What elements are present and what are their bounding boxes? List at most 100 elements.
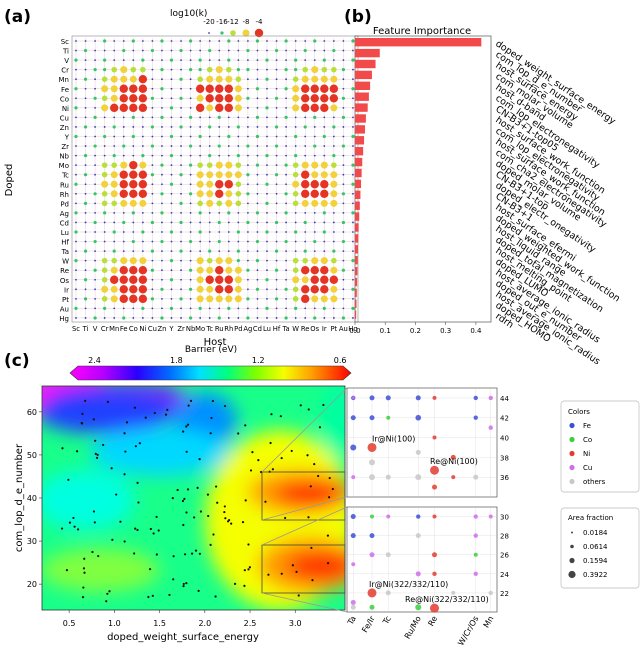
- point: [247, 250, 249, 253]
- point: [352, 297, 354, 300]
- point: [103, 306, 107, 310]
- legend-marker: [569, 450, 575, 457]
- point: [227, 154, 230, 157]
- point: [93, 115, 97, 119]
- point: [266, 240, 268, 243]
- sample-point: [80, 421, 83, 425]
- x-tick-label: Ag: [243, 325, 252, 333]
- point: [246, 68, 250, 72]
- point: [161, 307, 163, 310]
- point: [83, 297, 88, 301]
- legend-marker: [208, 32, 210, 34]
- point: [234, 285, 242, 293]
- point: [341, 115, 345, 119]
- point: [110, 85, 118, 93]
- sample-point: [144, 416, 147, 419]
- point: [292, 276, 300, 284]
- point: [265, 58, 269, 62]
- point: [237, 59, 240, 61]
- point: [103, 231, 106, 233]
- point: [256, 78, 259, 81]
- sample-point: [206, 493, 210, 496]
- point: [292, 85, 300, 93]
- sample-point: [322, 403, 325, 407]
- x-tick-label: Hf: [273, 325, 281, 333]
- point: [311, 199, 319, 207]
- bar: [355, 299, 357, 308]
- point: [246, 173, 250, 177]
- y-tick-label: Ir: [64, 286, 69, 294]
- point: [94, 212, 96, 214]
- y-tick-label: Pd: [60, 200, 69, 208]
- point: [112, 249, 116, 253]
- bar: [355, 266, 358, 276]
- point: [237, 240, 240, 243]
- point: [256, 173, 259, 176]
- point: [189, 115, 193, 119]
- sample-point: [313, 463, 316, 466]
- point: [227, 221, 230, 224]
- point: [275, 307, 278, 310]
- point: [101, 296, 108, 302]
- point: [160, 316, 164, 320]
- sample-point: [110, 467, 113, 470]
- sample-point: [147, 595, 150, 599]
- point: [247, 259, 249, 262]
- point: [330, 266, 338, 274]
- point: [122, 144, 126, 148]
- point: [320, 75, 328, 83]
- point: [294, 134, 298, 139]
- sample-point: [230, 522, 233, 525]
- point: [150, 220, 154, 225]
- legend-marker: [569, 422, 575, 429]
- point: [342, 135, 345, 138]
- point: [111, 162, 117, 168]
- point: [323, 250, 326, 253]
- point: [129, 199, 137, 207]
- point: [247, 240, 249, 243]
- point: [292, 94, 300, 102]
- point: [129, 285, 138, 294]
- zoom-point: [432, 484, 437, 490]
- point: [284, 192, 288, 196]
- point: [311, 171, 319, 179]
- point: [141, 58, 145, 62]
- point: [139, 161, 147, 169]
- sample-point: [157, 529, 160, 532]
- panel-a-points: [74, 39, 355, 320]
- point: [294, 317, 297, 319]
- point: [332, 40, 335, 42]
- sample-point: [185, 450, 188, 453]
- point: [266, 259, 268, 262]
- sample-point: [82, 586, 85, 589]
- legend-title: log10(k): [170, 9, 207, 19]
- zoom-point: [416, 514, 421, 519]
- point: [138, 84, 148, 93]
- point: [341, 268, 345, 272]
- legend-label: -12: [227, 18, 238, 26]
- x-tick-label: Pd: [234, 325, 242, 333]
- x-tick-label: W: [292, 325, 299, 333]
- panel-label-b: (b): [344, 7, 372, 27]
- point: [130, 66, 137, 73]
- legend-label: others: [583, 478, 606, 486]
- point: [122, 316, 126, 320]
- point: [103, 49, 106, 52]
- point: [84, 231, 87, 233]
- panel-label-c: (c): [4, 351, 30, 371]
- point: [341, 316, 345, 320]
- sample-point: [123, 473, 126, 476]
- point: [352, 126, 354, 128]
- point: [94, 106, 96, 109]
- bar: [355, 157, 363, 167]
- point: [218, 250, 221, 253]
- point: [313, 135, 316, 138]
- point: [301, 161, 309, 169]
- point: [180, 164, 182, 167]
- sample-point: [318, 426, 322, 429]
- point: [218, 59, 221, 61]
- point: [129, 257, 137, 265]
- point: [310, 84, 319, 93]
- point: [160, 68, 164, 72]
- y-tick-label: Rh: [60, 191, 69, 199]
